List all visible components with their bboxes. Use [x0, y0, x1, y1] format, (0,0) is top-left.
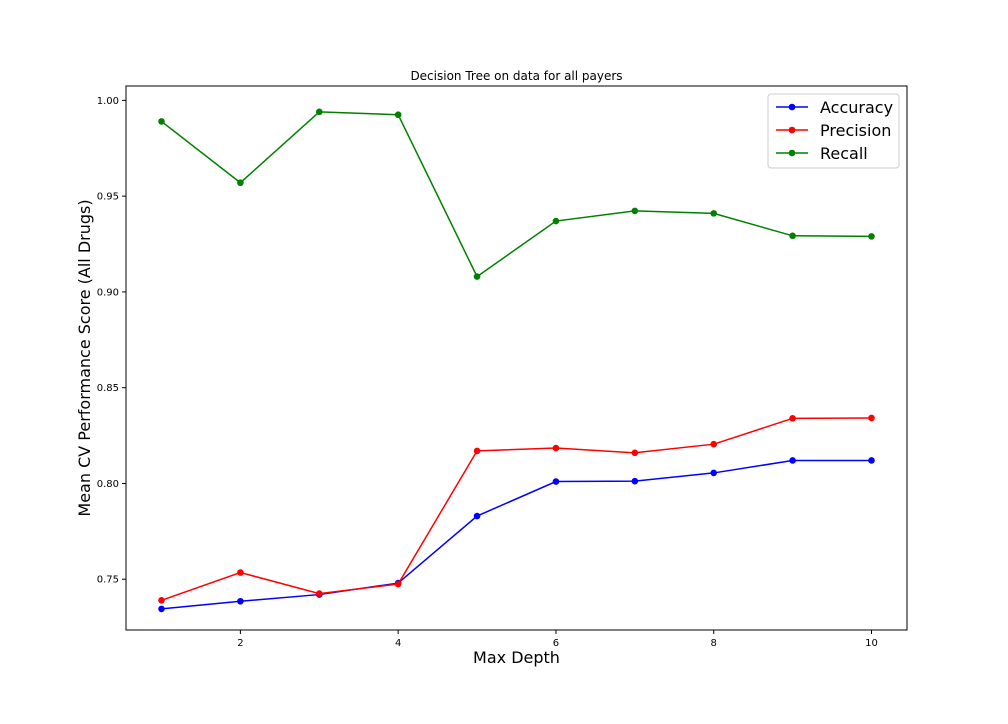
point-accuracy — [710, 469, 718, 477]
series-line-recall — [161, 111, 872, 278]
legend-marker-accuracy — [788, 103, 796, 111]
legend-label-recall: Recall — [820, 144, 868, 163]
point-precision — [315, 590, 323, 597]
y-axis: 0.75 0.80 0.85 0.90 0.95 1.00 — [97, 96, 126, 586]
x-tick-label: 8 — [711, 638, 717, 649]
x-tick-label: 2 — [237, 638, 243, 649]
legend: Accuracy Precision Recall — [767, 93, 900, 169]
point-accuracy — [868, 457, 875, 464]
y-axis-label: Mean CV Performance Score (All Drugs) — [75, 199, 94, 516]
x-tick-label: 10 — [865, 638, 878, 649]
point-recall — [473, 273, 481, 280]
legend-marker-precision — [788, 126, 796, 134]
point-recall — [315, 108, 323, 116]
x-axis: 2 4 6 8 10 — [237, 630, 878, 649]
point-precision — [789, 415, 796, 422]
x-tick-label: 6 — [553, 638, 559, 649]
chart-title: Decision Tree on data for all payers — [410, 69, 622, 83]
x-tick-label: 4 — [395, 638, 401, 649]
point-accuracy — [552, 478, 560, 485]
y-tick-label: 1.00 — [97, 96, 119, 107]
point-precision — [631, 449, 639, 457]
y-tick-label: 0.95 — [97, 192, 119, 203]
point-recall — [868, 233, 875, 240]
point-precision — [868, 414, 875, 422]
point-accuracy — [237, 597, 244, 605]
y-tick-label: 0.85 — [97, 383, 119, 394]
y-tick-label: 0.90 — [97, 287, 119, 298]
point-precision — [552, 444, 560, 452]
point-accuracy — [158, 605, 165, 613]
point-accuracy — [631, 477, 639, 485]
legend-box — [767, 93, 900, 169]
legend-label-precision: Precision — [820, 121, 891, 140]
plot-frame — [125, 85, 908, 631]
series-line-precision — [161, 417, 872, 602]
point-accuracy — [789, 457, 796, 464]
point-recall — [789, 232, 796, 240]
y-tick-label: 0.75 — [97, 575, 119, 586]
point-precision — [394, 580, 402, 588]
point-recall — [237, 179, 244, 187]
series-line-accuracy — [161, 459, 872, 610]
point-precision — [710, 440, 718, 448]
point-recall — [552, 217, 560, 225]
point-recall — [158, 118, 165, 125]
point-accuracy — [473, 512, 481, 520]
point-precision — [473, 447, 481, 455]
x-axis-label: Max Depth — [473, 648, 560, 667]
point-recall — [394, 111, 402, 119]
legend-marker-recall — [788, 149, 796, 157]
point-precision — [158, 597, 165, 604]
series-layer — [158, 108, 875, 613]
y-tick-label: 0.80 — [97, 479, 119, 490]
point-recall — [631, 207, 639, 215]
legend-label-accuracy: Accuracy — [820, 98, 893, 117]
point-recall — [710, 210, 718, 217]
point-precision — [237, 569, 244, 576]
